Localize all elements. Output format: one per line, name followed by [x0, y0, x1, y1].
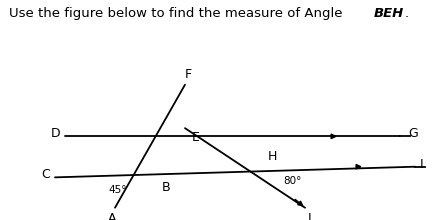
Text: H: H [267, 150, 277, 163]
Text: 80°: 80° [283, 176, 301, 186]
Text: F: F [184, 68, 191, 81]
Text: G: G [408, 127, 418, 140]
Text: 45°: 45° [109, 185, 127, 195]
Text: B: B [162, 181, 171, 194]
Text: .: . [405, 7, 409, 20]
Text: D: D [50, 127, 60, 140]
Text: A: A [108, 212, 116, 220]
Text: E: E [192, 131, 200, 145]
Text: I: I [420, 158, 423, 171]
Text: BEH: BEH [373, 7, 404, 20]
Text: J: J [308, 212, 312, 220]
Text: C: C [41, 168, 50, 182]
Text: Use the figure below to find the measure of Angle: Use the figure below to find the measure… [9, 7, 347, 20]
